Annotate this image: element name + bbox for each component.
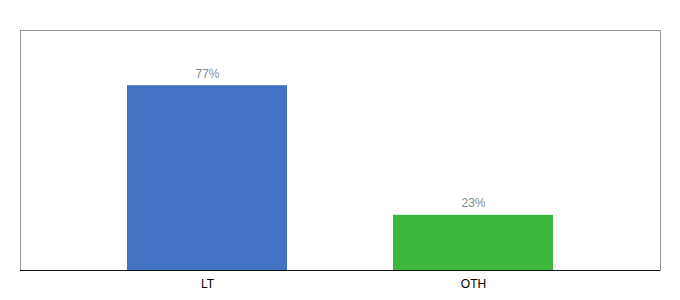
svg-text:LT: LT [201, 277, 215, 291]
svg-text:23%: 23% [461, 196, 485, 210]
svg-text:77%: 77% [195, 67, 219, 81]
svg-text:OTH: OTH [461, 277, 486, 291]
